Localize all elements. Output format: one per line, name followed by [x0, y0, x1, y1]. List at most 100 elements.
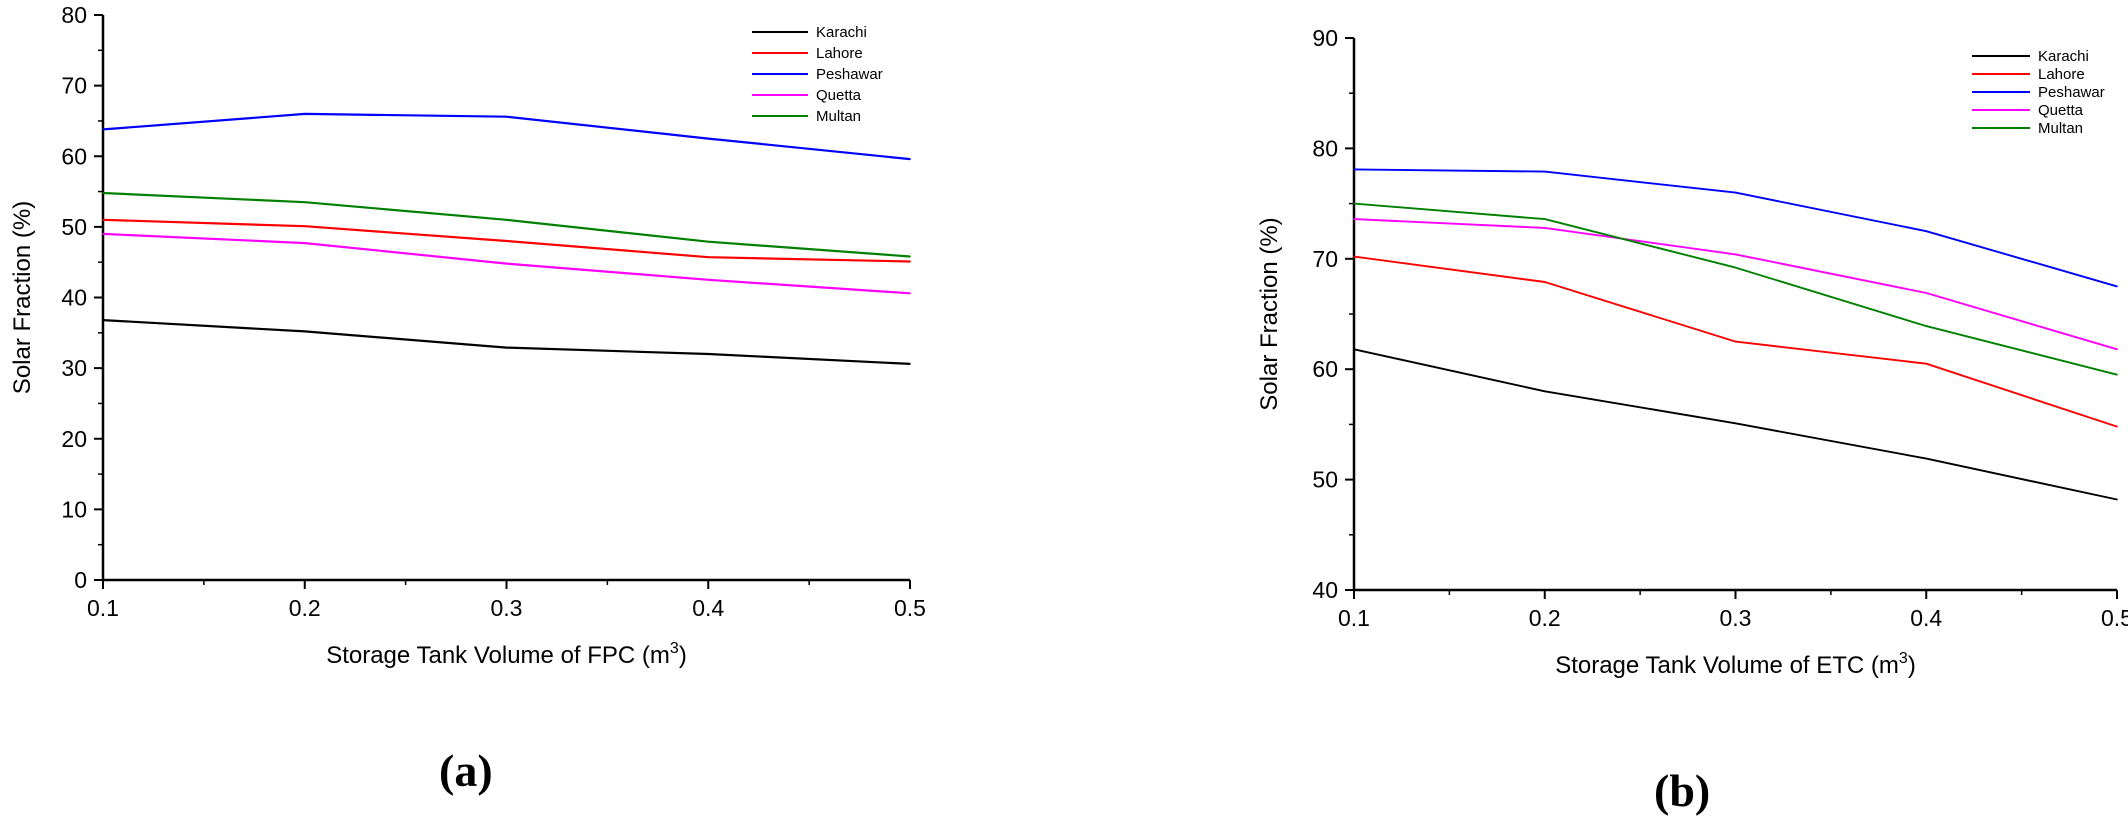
chart-a-x-tick-label: 0.1	[87, 595, 119, 621]
chart-a-point-quetta	[707, 279, 710, 281]
chart-a-series-multan	[102, 191, 911, 258]
chart-a-point-multan	[707, 240, 710, 243]
chart-b-y-tick-label: 50	[1312, 467, 1338, 493]
chart-a-point-quetta	[909, 292, 911, 295]
chart-a-y-tick-label: 50	[61, 214, 87, 240]
chart-b-y-tick-label: 90	[1312, 25, 1338, 51]
chart-a-point-peshawar	[102, 128, 104, 131]
chart-b-y-tick-label: 60	[1312, 356, 1338, 382]
chart-b-x-tick-label: 0.4	[1910, 605, 1942, 631]
chart-a-legend-label-peshawar: Peshawar	[816, 66, 883, 83]
chart-b-point-quetta	[1353, 218, 1355, 220]
chart-a-x-tick-label: 0.3	[491, 595, 523, 621]
chart-b-legend-label-karachi: Karachi	[2038, 48, 2089, 65]
panel-label-b: (b)	[1654, 765, 1711, 816]
chart-b-point-lahore	[1543, 281, 1546, 283]
chart-b-legend-label-peshawar: Peshawar	[2038, 84, 2105, 101]
chart-a-legend-label-karachi: Karachi	[816, 24, 867, 41]
chart-b-legend-label-quetta: Quetta	[2038, 102, 2084, 119]
chart-a-series-karachi	[102, 319, 911, 365]
chart-a-point-lahore	[102, 219, 104, 221]
chart-b-point-karachi	[2116, 498, 2118, 501]
chart-a-y-tick-label: 60	[61, 143, 87, 169]
chart-b-series-karachi	[1353, 348, 2118, 501]
chart-b-point-peshawar	[2116, 285, 2118, 288]
chart-b-x-tick-label: 0.5	[2101, 605, 2128, 631]
chart-a-x-tick-label: 0.4	[692, 595, 724, 621]
chart-b-point-multan	[1925, 325, 1928, 327]
chart-b-legend-label-lahore: Lahore	[2038, 66, 2085, 83]
chart-a-y-tick-label: 30	[61, 355, 87, 381]
chart-a-point-multan	[505, 219, 508, 221]
chart-b-point-quetta	[2116, 348, 2118, 351]
chart-b-point-peshawar	[1734, 191, 1737, 194]
chart-a-point-multan	[102, 192, 104, 194]
chart-a-y-axis-title: Solar Fraction (%)	[9, 201, 36, 394]
chart-a-y-tick-label: 10	[61, 496, 87, 522]
chart-a-point-peshawar	[707, 137, 710, 140]
chart-a-point-peshawar	[505, 115, 508, 118]
chart-a-x-tick-label: 0.5	[894, 595, 926, 621]
chart-b-series-peshawar	[1353, 168, 2118, 288]
chart-a-y-tick-label: 40	[61, 285, 87, 311]
chart-b-x-axis-title: Storage Tank Volume of ETC (m3)	[1555, 650, 1916, 679]
chart-a-svg: 0 10 20 30 40 50 60 70 80 0.1 0.2 0.3 0.4 0.5 Storage …	[9, 2, 926, 669]
chart-b-series-quetta	[1353, 218, 2118, 351]
chart-b-x-tick-label: 0.3	[1720, 605, 1752, 631]
chart-b-point-quetta	[1543, 227, 1546, 229]
chart-a-point-lahore	[303, 225, 306, 227]
chart-b-point-karachi	[1543, 390, 1546, 393]
chart-a-point-multan	[909, 255, 911, 258]
chart-b-point-peshawar	[1543, 170, 1546, 173]
chart-b-point-karachi	[1734, 422, 1737, 425]
chart-a-y-tick-label: 20	[61, 426, 87, 452]
chart-a-legend-label-multan: Multan	[816, 108, 861, 125]
chart-a-point-quetta	[303, 242, 306, 244]
chart-b-point-lahore	[1925, 362, 1928, 365]
chart-a-x-axis-title: Storage Tank Volume of FPC (m3)	[326, 640, 687, 669]
chart-b-point-karachi	[1925, 457, 1928, 460]
panel-label-a: (a)	[439, 745, 493, 796]
chart-panel-a: 0 10 20 30 40 50 60 70 80 0.1 0.2 0.3 0.4 0.5 Storage …	[0, 0, 1064, 816]
chart-b-x-tick-label: 0.2	[1529, 605, 1561, 631]
chart-b-point-lahore	[1353, 255, 1355, 258]
chart-a-y-tick-label: 70	[61, 73, 87, 99]
chart-a-point-peshawar	[303, 113, 306, 115]
chart-a-legend-label-lahore: Lahore	[816, 45, 863, 62]
chart-a-point-karachi	[102, 319, 104, 321]
chart-b-x-tick-label: 0.1	[1338, 605, 1370, 631]
chart-b-point-multan	[1353, 202, 1355, 205]
chart-b-point-quetta	[1925, 292, 1928, 294]
chart-a-point-lahore	[909, 260, 911, 263]
chart-b-point-lahore	[1734, 340, 1737, 343]
chart-b-point-lahore	[2116, 425, 2118, 428]
chart-a-point-peshawar	[909, 158, 911, 160]
chart-a-legend-label-quetta: Quetta	[816, 87, 862, 104]
chart-b-point-multan	[1543, 218, 1546, 220]
chart-b-y-tick-label: 70	[1312, 246, 1338, 272]
chart-a-point-karachi	[505, 346, 508, 349]
chart-a-x-tick-label: 0.2	[289, 595, 321, 621]
chart-a-y-tick-label: 80	[61, 2, 87, 28]
chart-b-y-axis-title: Solar Fraction (%)	[1256, 217, 1283, 410]
chart-b-point-multan	[1734, 266, 1737, 269]
chart-a-point-multan	[303, 201, 306, 203]
chart-b-y-tick-label: 80	[1312, 135, 1338, 161]
chart-a-point-karachi	[909, 363, 911, 365]
chart-b-point-quetta	[1734, 253, 1737, 256]
chart-a-point-karachi	[303, 330, 306, 333]
chart-a-point-lahore	[505, 240, 508, 242]
chart-b-series-multan	[1353, 202, 2118, 376]
chart-b-point-karachi	[1353, 348, 1355, 351]
chart-panel-b: 40 50 60 70 80 90 0.1 0.2 0.3 0.4 0.5 Storage Tank …	[1064, 0, 2128, 816]
chart-b-legend-label-multan: Multan	[2038, 120, 2083, 137]
chart-b-point-peshawar	[1925, 230, 1928, 232]
chart-b-y-tick-label: 40	[1312, 577, 1338, 603]
chart-a-point-quetta	[505, 262, 508, 265]
chart-a-y-tick-label: 0	[74, 567, 87, 593]
chart-b-point-multan	[2116, 373, 2118, 376]
chart-b-svg: 40 50 60 70 80 90 0.1 0.2 0.3 0.4 0.5 Storage Tank …	[1256, 25, 2128, 679]
chart-a-point-karachi	[707, 353, 710, 355]
chart-a-point-quetta	[102, 233, 104, 235]
chart-b-point-peshawar	[1353, 168, 1355, 171]
